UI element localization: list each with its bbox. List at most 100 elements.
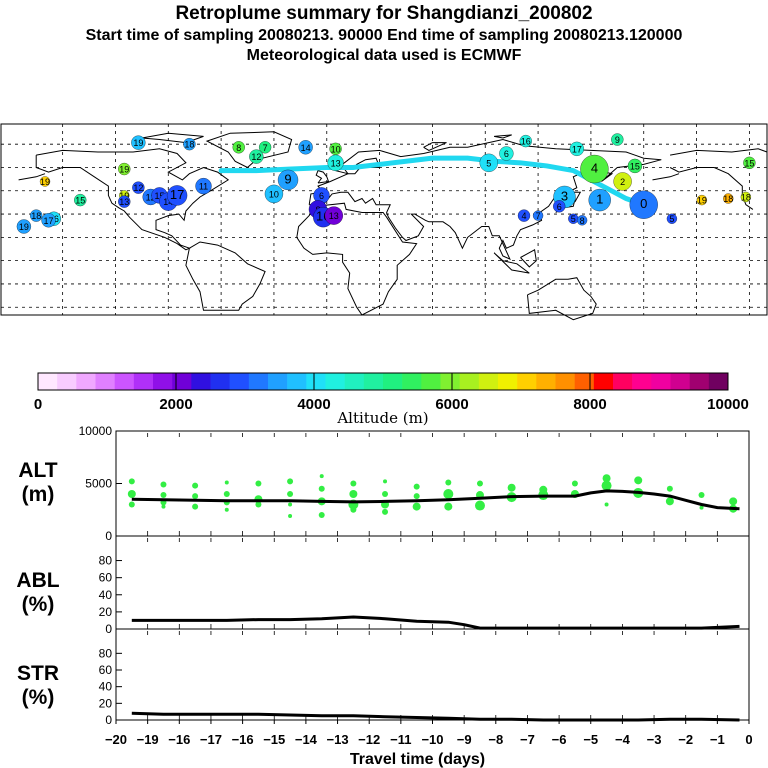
alt-scatter-point [319,474,324,479]
y-tick-label: 20 [99,605,113,619]
alt-scatter-point [382,491,389,497]
colorbar-swatch [363,373,384,390]
alt-scatter-point [318,485,325,492]
coastline-0 [35,148,230,251]
plume-track [218,155,647,208]
plume-point-label: 6 [557,202,562,212]
colorbar-swatch [593,373,614,390]
plume-point [195,177,212,195]
x-tick-label: −17 [200,732,222,747]
plume-point [74,193,87,207]
colorbar-swatch [114,373,135,390]
alt-scatter-point [255,501,262,508]
y-tick-label: 0 [105,529,112,543]
alt-scatter-point [382,508,389,515]
colorbar-swatch [210,373,230,390]
alt-scatter-point [634,476,643,485]
coastline-16 [18,173,46,181]
plume-point-label: 19 [697,196,707,206]
y-tick-label: 80 [99,554,113,568]
coastline-4 [296,202,418,316]
colorbar-swatch [248,373,269,390]
y-tick-label: 60 [99,571,113,585]
colorbar-swatch [440,373,460,390]
x-tick-label: −8 [488,732,503,747]
plume-point-label: 19 [133,138,143,148]
plume-point-label: 4 [521,211,526,221]
plume-point-label: 15 [154,191,164,201]
plume-point-label: 13 [329,211,339,221]
plume-point-label: 6 [319,191,324,201]
coastline-12 [493,252,530,274]
plume-point [324,206,343,225]
colorbar-swatch [708,373,729,390]
plume-point-label: 13 [331,158,341,168]
x-tick-label: −7 [520,732,535,747]
plume-point-label: 5 [486,158,491,168]
colorbar-swatch [670,373,690,390]
colorbar-swatch [613,373,633,390]
alt-scatter-point [571,480,578,487]
plume-point [258,141,272,154]
plume-point [740,191,752,203]
alt-scatter-point [699,505,704,510]
x-tick-label: −2 [678,732,693,747]
panel-str: 0 20 40 60 80 STR(%) [17,631,740,727]
x-tick-label: −9 [457,732,472,747]
plume-point-label: 14 [163,197,173,207]
colorbar-swatch [287,373,307,390]
alt-scatter-point [666,485,673,492]
plume-point [131,135,146,150]
colorbar-swatch [536,373,556,390]
panel-unit: (%) [22,593,55,616]
colorbar-swatch [95,373,115,390]
x-tick-label: −12 [358,732,380,747]
plume-point-label: 11 [199,182,208,192]
plume-point [532,210,544,221]
alt-scatter-point [160,481,167,488]
plume-point [39,176,51,187]
panel-label: ALT [18,459,57,482]
alt-scatter-point [443,489,454,499]
plume-point [298,140,313,155]
plume-point [183,138,196,151]
alt-scatter-point [287,491,294,497]
x-tick-label: −10 [421,732,443,747]
panel-unit: (m) [22,483,55,506]
colorbar-swatch [555,373,575,390]
coastline-8 [141,132,204,144]
x-tick-label: −15 [263,732,285,747]
alt-scatter-point [604,502,609,507]
x-axis-title: Travel time (days) [350,751,485,768]
plume-point [166,185,188,206]
alt-scatter-point [349,490,358,498]
plume-point-label: 12 [133,183,143,193]
series-line-alt [131,489,740,511]
coastline-10 [494,134,512,139]
plume-point [611,133,624,146]
plume-point-label: 1 [596,192,603,207]
x-tick-label: −19 [137,732,159,747]
colorbar-swatch [344,373,365,390]
plume-point [118,195,131,208]
y-tick-label: 0 [105,713,112,727]
colorbar-swatch [38,373,58,390]
panel-label: ABL [16,569,59,592]
x-tick-label: −14 [295,732,318,747]
meteo-data-note: Meteorological data used is ECMWF [246,47,522,64]
plume-point [479,153,498,172]
alt-scatter-point [412,502,421,511]
alt-scatter-point [445,479,452,486]
x-tick-label: −16 [232,732,254,747]
alt-scatter-point [192,482,199,489]
plume-point-label: 8 [580,216,585,226]
y-tick-label: 10000 [79,424,113,438]
alt-scatter-point [287,478,294,485]
y-tick-label: 40 [99,588,113,602]
plume-point-label: 5 [669,214,674,224]
colorbar-swatch [76,373,96,390]
y-tick-label: 60 [99,663,113,677]
plume-point-label: 7 [263,143,268,153]
